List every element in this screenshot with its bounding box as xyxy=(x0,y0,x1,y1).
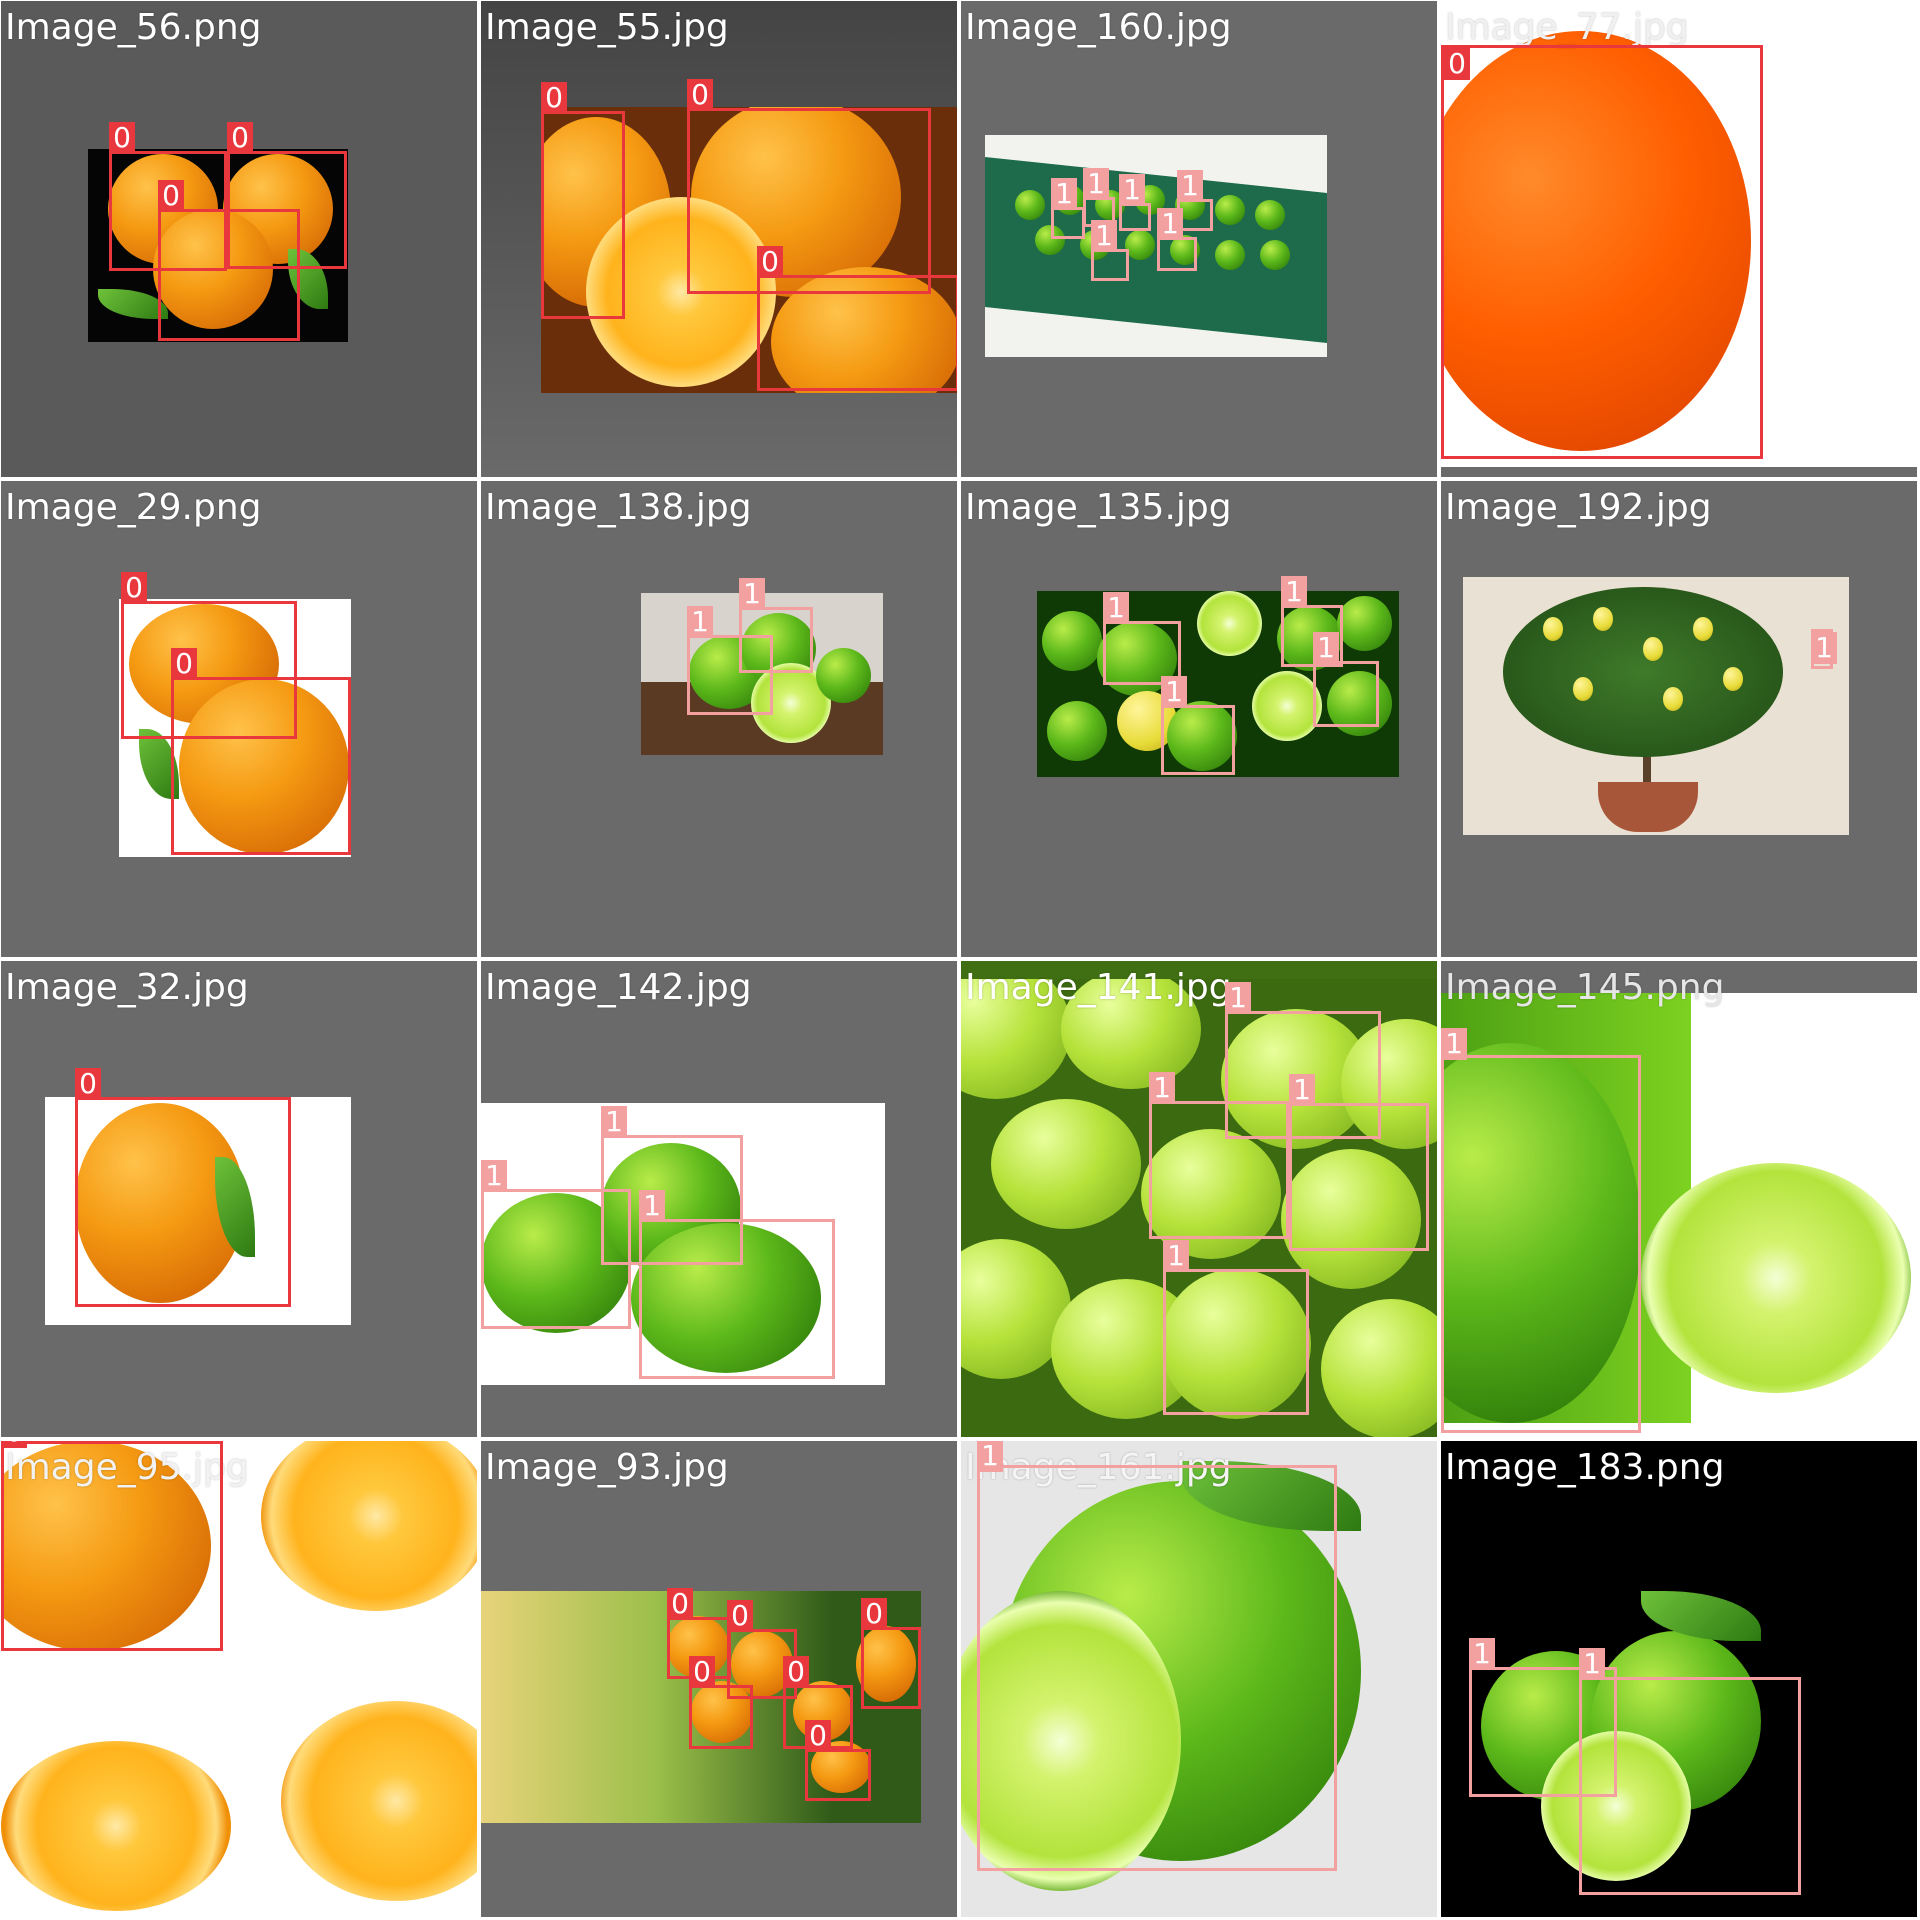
bbox-class-0: 0 xyxy=(158,180,300,341)
photo xyxy=(1441,31,1751,451)
tile-title: Image_141.jpg xyxy=(965,967,1232,1008)
bbox-class-1: 1 xyxy=(1103,592,1181,685)
tile-image-192: 1 Image_192.jpg xyxy=(1440,480,1918,958)
tile-title: Image_138.jpg xyxy=(485,487,752,528)
bbox-class-1: 1 xyxy=(1289,1074,1429,1251)
bbox-class-0: 0 xyxy=(1441,45,1763,459)
bbox-class-1: 1 xyxy=(1225,982,1381,1139)
bbox-class-1: 1 xyxy=(1441,1028,1641,1433)
tile-image-93: 0 0 0 0 0 0 Image_93.jpg xyxy=(480,1440,958,1918)
bbox-class-0: 0 xyxy=(757,246,957,391)
bbox-class-1: 1 xyxy=(1811,629,1837,669)
tile-title: Image_192.jpg xyxy=(1445,487,1712,528)
bbox-class-1: 1 xyxy=(1157,208,1197,271)
bbox-class-1: 1 xyxy=(1281,576,1343,667)
tile-title: Image_77.jpg xyxy=(1445,7,1689,48)
tile-title: Image_93.jpg xyxy=(485,1447,729,1488)
bbox-class-1: 1 xyxy=(1469,1638,1617,1797)
photo xyxy=(481,1103,885,1385)
tile-image-141: 1 1 1 1 Image_141.jpg xyxy=(960,960,1438,1438)
bbox-class-1: 1 xyxy=(687,606,773,715)
bbox-class-0: 0 xyxy=(541,82,625,319)
tile-image-56: 0 0 0 Image_56.png xyxy=(0,0,478,478)
tile-image-145: 1 Image_145.png xyxy=(1440,960,1918,1438)
tile-image-160: 1 1 1 1 1 1 Image_160.jpg xyxy=(960,0,1438,478)
tile-title: Image_183.png xyxy=(1445,1447,1725,1488)
tile-image-32: 0 Image_32.jpg xyxy=(0,960,478,1438)
photo xyxy=(541,107,957,393)
bbox-class-0: 0 xyxy=(1,1441,223,1651)
photo xyxy=(1463,577,1849,835)
tile-image-55: 0 0 0 Image_55.jpg xyxy=(480,0,958,478)
photo xyxy=(1,1441,211,1651)
tile-image-138: 1 1 Image_138.jpg xyxy=(480,480,958,958)
bbox-class-0: 0 xyxy=(75,1068,291,1307)
tile-image-183: 1 1 Image_183.png xyxy=(1440,1440,1918,1918)
tile-image-29: 0 0 Image_29.png xyxy=(0,480,478,958)
photo xyxy=(1037,591,1399,777)
tile-title: Image_142.jpg xyxy=(485,967,752,1008)
tile-image-135: 1 1 1 1 Image_135.jpg xyxy=(960,480,1438,958)
tile-title: Image_145.png xyxy=(1445,967,1725,1008)
bbox-class-1: 1 xyxy=(1163,1240,1309,1415)
bbox-class-0: 0 xyxy=(689,1656,753,1749)
bbox-class-1: 1 xyxy=(1149,1072,1289,1239)
tile-title: Image_29.png xyxy=(5,487,262,528)
photo xyxy=(985,135,1327,357)
photo xyxy=(1441,993,1917,1437)
tile-title: Image_135.jpg xyxy=(965,487,1232,528)
bbox-class-1: 1 xyxy=(1579,1648,1801,1895)
bbox-class-1: 1 xyxy=(1091,220,1129,281)
tile-image-95: 0 Image_95.jpg xyxy=(0,1440,478,1918)
photo xyxy=(45,1097,351,1325)
tile-image-161: 1 Image_161.jpg xyxy=(960,1440,1438,1918)
bbox-class-1: 1 xyxy=(1119,174,1151,231)
bbox-class-1: 1 xyxy=(977,1441,1337,1871)
bbox-class-0: 0 xyxy=(687,79,931,294)
tile-title: Image_160.jpg xyxy=(965,7,1232,48)
photo xyxy=(119,599,351,857)
bbox-class-0: 0 xyxy=(121,572,297,739)
photo xyxy=(481,1591,921,1823)
tile-title: Image_55.jpg xyxy=(485,7,729,48)
bbox-class-0: 0 xyxy=(861,1598,921,1709)
tile-title: Image_56.png xyxy=(5,7,262,48)
tile-title: Image_32.jpg xyxy=(5,967,249,1008)
bbox-class-1: 1 xyxy=(1051,178,1085,239)
tile-image-142: 1 1 1 Image_142.jpg xyxy=(480,960,958,1438)
bbox-class-1: 1 xyxy=(601,1106,743,1265)
bbox-class-1: 1 xyxy=(739,578,813,673)
tile-image-77: 0 Image_77.jpg xyxy=(1440,0,1918,478)
bbox-class-1: 1 xyxy=(481,1160,631,1329)
bbox-class-1: 1 xyxy=(639,1190,835,1379)
tile-title: Image_95.jpg xyxy=(5,1447,249,1488)
bbox-class-1: 1 xyxy=(1313,632,1379,727)
bbox-class-1: 1 xyxy=(1161,676,1235,775)
bbox-class-0: 0 xyxy=(109,122,227,271)
bbox-class-0: 0 xyxy=(805,1720,871,1801)
bbox-class-0: 0 xyxy=(171,648,351,855)
